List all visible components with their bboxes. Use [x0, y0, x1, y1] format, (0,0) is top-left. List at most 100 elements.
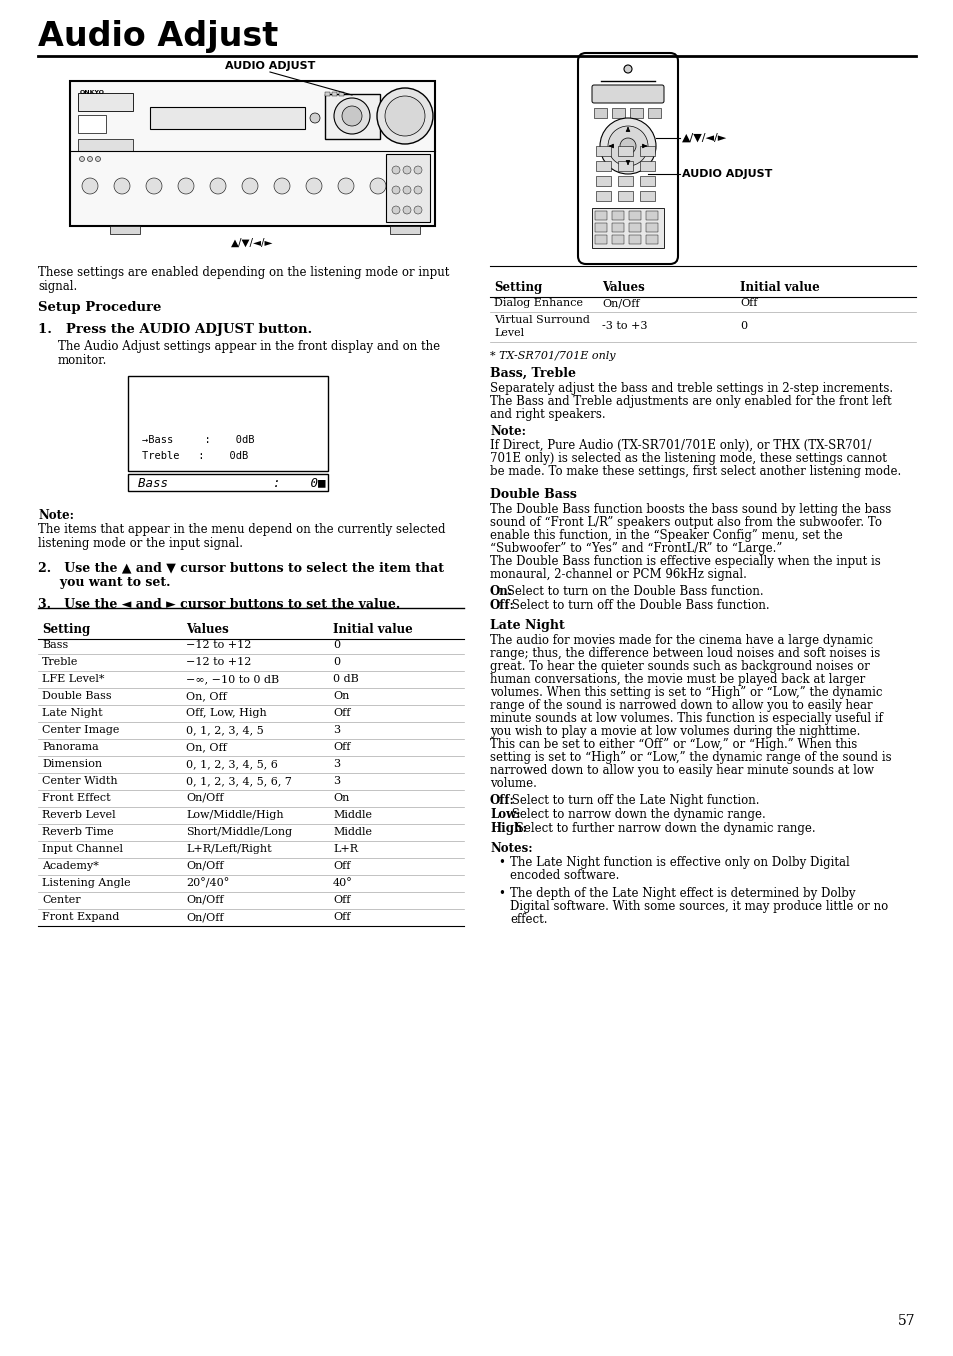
Circle shape [402, 206, 411, 214]
Bar [618, 161, 633, 171]
Text: Listening Angle: Listening Angle [42, 877, 131, 888]
Text: 0, 1, 2, 3, 4, 5: 0, 1, 2, 3, 4, 5 [186, 725, 263, 735]
Text: 20°/40°: 20°/40° [186, 877, 229, 888]
Text: →Bass     :    0dB: →Bass : 0dB [142, 435, 254, 445]
Bar [595, 212, 606, 220]
Text: 3.   Use the ◄ and ► cursor buttons to set the value.: 3. Use the ◄ and ► cursor buttons to set… [38, 598, 400, 612]
Text: ▲/▼/◄/►: ▲/▼/◄/► [231, 239, 273, 248]
Bar [628, 222, 640, 232]
FancyBboxPatch shape [578, 53, 678, 264]
Text: “Subwoofer” to “Yes” and “FrontL/R” to “Large.”: “Subwoofer” to “Yes” and “FrontL/R” to “… [490, 542, 781, 555]
FancyBboxPatch shape [592, 85, 663, 103]
Circle shape [414, 186, 421, 194]
Circle shape [402, 186, 411, 194]
Text: Digital software. With some sources, it may produce little or no: Digital software. With some sources, it … [510, 900, 887, 913]
Text: •: • [497, 887, 504, 900]
Text: Off: Off [740, 298, 757, 308]
Text: minute sounds at low volumes. This function is especially useful if: minute sounds at low volumes. This funct… [490, 712, 882, 725]
Text: effect.: effect. [510, 913, 547, 926]
Bar [595, 222, 606, 232]
Bar [596, 161, 610, 171]
Bar [386, 155, 430, 222]
Text: monaural, 2-channel or PCM 96kHz signal.: monaural, 2-channel or PCM 96kHz signal. [490, 568, 746, 580]
Text: Off: Off [333, 895, 350, 904]
Text: Setting: Setting [494, 281, 541, 294]
Text: Setup Procedure: Setup Procedure [38, 301, 161, 315]
Text: Late Night: Late Night [42, 708, 103, 717]
Text: Select to turn on the Double Bass function.: Select to turn on the Double Bass functi… [503, 584, 763, 598]
Bar [645, 212, 658, 220]
Text: L+R/Left/Right: L+R/Left/Right [186, 843, 272, 854]
Text: Separately adjust the bass and treble settings in 2-step increments.: Separately adjust the bass and treble se… [490, 382, 892, 395]
Text: Front Expand: Front Expand [42, 913, 119, 922]
Text: Virtual Surround: Virtual Surround [494, 315, 589, 325]
Text: 1.   Press the AUDIO ADJUST button.: 1. Press the AUDIO ADJUST button. [38, 323, 312, 336]
Bar [639, 191, 655, 201]
Text: -3 to +3: -3 to +3 [601, 321, 647, 331]
Circle shape [274, 178, 290, 194]
Circle shape [88, 156, 92, 161]
Text: Panorama: Panorama [42, 742, 99, 753]
Bar [128, 376, 328, 471]
Bar [645, 235, 658, 244]
Text: * TX-SR701/701E only: * TX-SR701/701E only [490, 351, 615, 361]
Text: Select to turn off the Double Bass function.: Select to turn off the Double Bass funct… [507, 599, 768, 612]
Bar [70, 81, 435, 226]
Text: Level: Level [494, 328, 523, 338]
Text: •: • [497, 856, 504, 869]
Bar [592, 207, 663, 248]
Text: 3: 3 [333, 776, 340, 786]
Text: 0: 0 [333, 640, 340, 650]
Bar [639, 146, 655, 156]
Circle shape [376, 88, 433, 144]
Text: Values: Values [601, 281, 644, 294]
Text: Select to turn off the Late Night function.: Select to turn off the Late Night functi… [507, 795, 759, 807]
Text: 3: 3 [333, 725, 340, 735]
Circle shape [337, 178, 354, 194]
Text: range; thus, the difference between loud noises and soft noises is: range; thus, the difference between loud… [490, 647, 880, 660]
Text: The items that appear in the menu depend on the currently selected: The items that appear in the menu depend… [38, 523, 445, 536]
Text: Center Image: Center Image [42, 725, 119, 735]
Text: On/Off: On/Off [186, 895, 223, 904]
Text: Note:: Note: [490, 424, 525, 438]
Bar [78, 94, 132, 111]
Text: 40°: 40° [333, 877, 353, 888]
Circle shape [392, 165, 399, 174]
Text: Bass, Treble: Bass, Treble [490, 367, 576, 380]
Text: and right speakers.: and right speakers. [490, 408, 605, 420]
Text: The Double Bass function boosts the bass sound by letting the bass: The Double Bass function boosts the bass… [490, 503, 890, 517]
Text: ONKYO: ONKYO [80, 89, 105, 95]
Text: human conversations, the movie must be played back at larger: human conversations, the movie must be p… [490, 673, 864, 686]
Text: Dialog Enhance: Dialog Enhance [494, 298, 582, 308]
Circle shape [82, 178, 98, 194]
Bar [596, 191, 610, 201]
Text: The Late Night function is effective only on Dolby Digital: The Late Night function is effective onl… [510, 856, 849, 869]
Circle shape [402, 165, 411, 174]
Bar [618, 176, 633, 186]
Text: monitor.: monitor. [58, 354, 108, 367]
Text: signal.: signal. [38, 279, 77, 293]
Circle shape [95, 156, 100, 161]
Bar [110, 226, 140, 235]
Bar [128, 475, 328, 491]
Bar [639, 161, 655, 171]
Circle shape [385, 96, 424, 136]
Text: great. To hear the quieter sounds such as background noises or: great. To hear the quieter sounds such a… [490, 660, 869, 673]
Bar [618, 146, 633, 156]
Text: Note:: Note: [38, 508, 74, 522]
Circle shape [414, 206, 421, 214]
Circle shape [334, 98, 370, 134]
Text: Center: Center [42, 895, 81, 904]
Bar [150, 107, 305, 129]
Text: Off, Low, High: Off, Low, High [186, 708, 267, 717]
Text: On, Off: On, Off [186, 692, 227, 701]
Text: On/Off: On/Off [186, 861, 223, 871]
Text: Input Channel: Input Channel [42, 843, 123, 854]
Text: encoded software.: encoded software. [510, 869, 618, 881]
Text: The audio for movies made for the cinema have a large dynamic: The audio for movies made for the cinema… [490, 635, 872, 647]
Text: Bass: Bass [42, 640, 69, 650]
Text: Late Night: Late Night [490, 618, 564, 632]
Text: volumes. When this setting is set to “High” or “Low,” the dynamic: volumes. When this setting is set to “Hi… [490, 686, 882, 698]
Text: range of the sound is narrowed down to allow you to easily hear: range of the sound is narrowed down to a… [490, 698, 872, 712]
Text: −12 to +12: −12 to +12 [186, 658, 251, 667]
